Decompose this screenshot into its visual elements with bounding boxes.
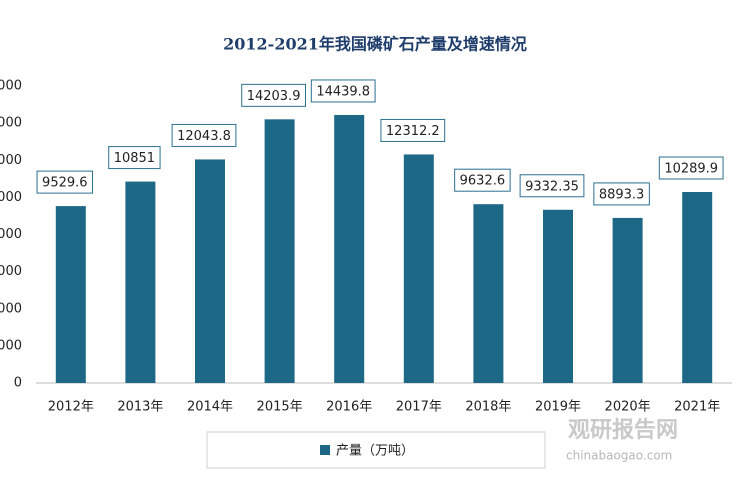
value-label: 14203.9 [247, 89, 301, 104]
bar [264, 119, 295, 384]
value-label-box [108, 146, 161, 170]
legend-box [206, 431, 546, 469]
bar [195, 159, 225, 383]
watermark-url: chinabaogao.com [566, 449, 672, 463]
x-tick-label: 2021年 [674, 400, 720, 415]
value-label-box [658, 156, 724, 180]
y-tick-label: 12000 [0, 153, 22, 168]
bar [473, 204, 504, 383]
value-label: 10851 [114, 151, 155, 166]
x-tick-label: 2013年 [117, 400, 163, 415]
value-label: 12312.2 [386, 124, 440, 139]
y-tick-label: 14000 [0, 116, 22, 131]
x-tick-label: 2018年 [465, 400, 511, 415]
watermark: 观研报告网 [568, 418, 678, 443]
legend-swatch [320, 445, 330, 455]
x-tick-label: 2020年 [605, 400, 651, 415]
bar [682, 191, 713, 383]
value-label-box [593, 182, 650, 206]
y-tick-label: 10000 [0, 190, 22, 205]
x-tick-label: 2016年 [326, 400, 372, 415]
bar [334, 114, 365, 383]
y-tick-label: 2000 [0, 338, 22, 353]
y-tick-label: 8000 [0, 227, 22, 242]
value-label: 14439.8 [316, 84, 370, 99]
bar [612, 217, 643, 383]
bar [125, 181, 156, 383]
y-tick-label: 4000 [0, 301, 22, 316]
bar [55, 206, 86, 383]
y-tick-label: 0 [14, 376, 22, 391]
x-tick-label: 2014年 [187, 400, 233, 415]
x-tick-label: 2015年 [257, 400, 303, 415]
value-label: 8893.3 [599, 187, 645, 202]
value-label-box [310, 79, 376, 103]
legend-label: 产量（万吨） [336, 444, 414, 459]
value-label-box [380, 118, 446, 142]
x-tick-label: 2017年 [396, 400, 442, 415]
y-tick-label: 16000 [0, 79, 22, 94]
value-label-box [171, 123, 237, 147]
chart-title: 2012-2021年我国磷矿石产量及增速情况 [223, 35, 527, 54]
value-label-box [241, 83, 306, 107]
value-label: 9632.6 [460, 174, 506, 189]
value-label: 12043.8 [177, 129, 231, 144]
value-label-box [36, 170, 94, 194]
x-tick-label: 2012年 [48, 400, 94, 415]
value-label-box [519, 174, 585, 198]
bar [403, 154, 434, 383]
x-tick-label: 2019年 [535, 400, 581, 415]
y-tick-label: 6000 [0, 264, 22, 279]
value-label: 10289.9 [664, 161, 718, 176]
value-label-box [454, 168, 511, 192]
value-label: 9332.35 [525, 179, 579, 194]
bar [543, 209, 573, 383]
value-label: 9529.6 [42, 176, 88, 191]
